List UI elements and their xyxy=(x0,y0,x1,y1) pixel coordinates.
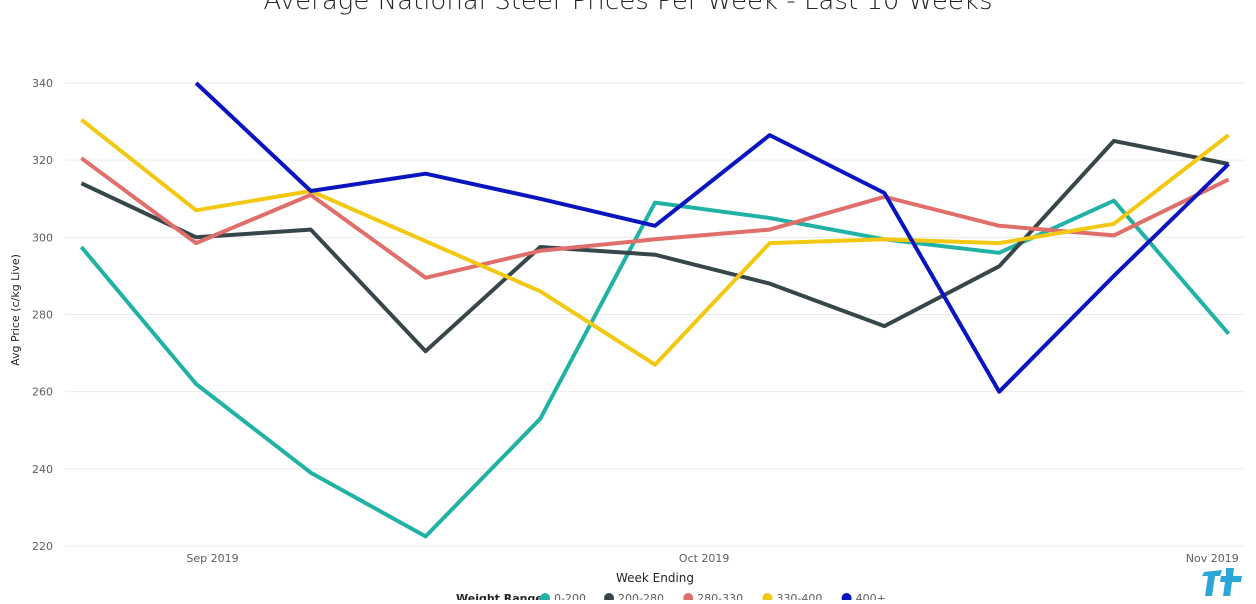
y-tick-label: 260 xyxy=(32,386,53,399)
y-tick-label: 240 xyxy=(32,463,53,476)
series-lines xyxy=(79,81,1231,539)
series-line-400+ xyxy=(194,81,1230,394)
legend-marker-200-280 xyxy=(604,593,614,603)
series-line-280-330 xyxy=(80,156,1230,280)
x-axis-label: Week Ending xyxy=(616,571,694,585)
series-line-0-200 xyxy=(79,198,1231,539)
x-axis-ticks: Sep 2019 Oct 2019 Nov 2019 xyxy=(186,552,1238,565)
brand-logo-icon xyxy=(1202,568,1242,596)
legend-label: 330-400 xyxy=(776,592,822,600)
x-tick-label: Nov 2019 xyxy=(1186,552,1239,565)
gridlines xyxy=(65,82,1245,547)
series-line-200-280 xyxy=(80,138,1229,354)
x-tick-label: Sep 2019 xyxy=(186,552,238,565)
y-tick-label: 340 xyxy=(32,77,53,90)
legend-marker-280-330 xyxy=(683,593,694,603)
legend-marker-330-400 xyxy=(762,593,773,603)
legend-title: Weight Range xyxy=(456,592,543,600)
legend-label: 200-280 xyxy=(618,592,664,600)
legend-label: 0-200 xyxy=(554,592,586,600)
series-line-330-400 xyxy=(80,118,1230,367)
y-axis-ticks: 220 240 260 280 300 320 340 xyxy=(32,77,53,553)
y-tick-label: 320 xyxy=(32,154,53,167)
x-tick-label: Oct 2019 xyxy=(679,552,730,565)
y-tick-label: 300 xyxy=(32,231,53,244)
y-axis-label: Avg Price (c/kg Live) xyxy=(9,254,22,366)
chart-title: Average National Steer Prices Per Week -… xyxy=(263,0,993,16)
legend-label: 280-330 xyxy=(697,592,743,600)
legend-label: 400+ xyxy=(856,592,886,600)
legend: Weight Range 0-200 200-280 280-330 330-400 40… xyxy=(456,592,886,604)
y-tick-label: 280 xyxy=(32,309,53,322)
y-tick-label: 220 xyxy=(32,540,53,553)
legend-marker-400+ xyxy=(841,593,852,603)
